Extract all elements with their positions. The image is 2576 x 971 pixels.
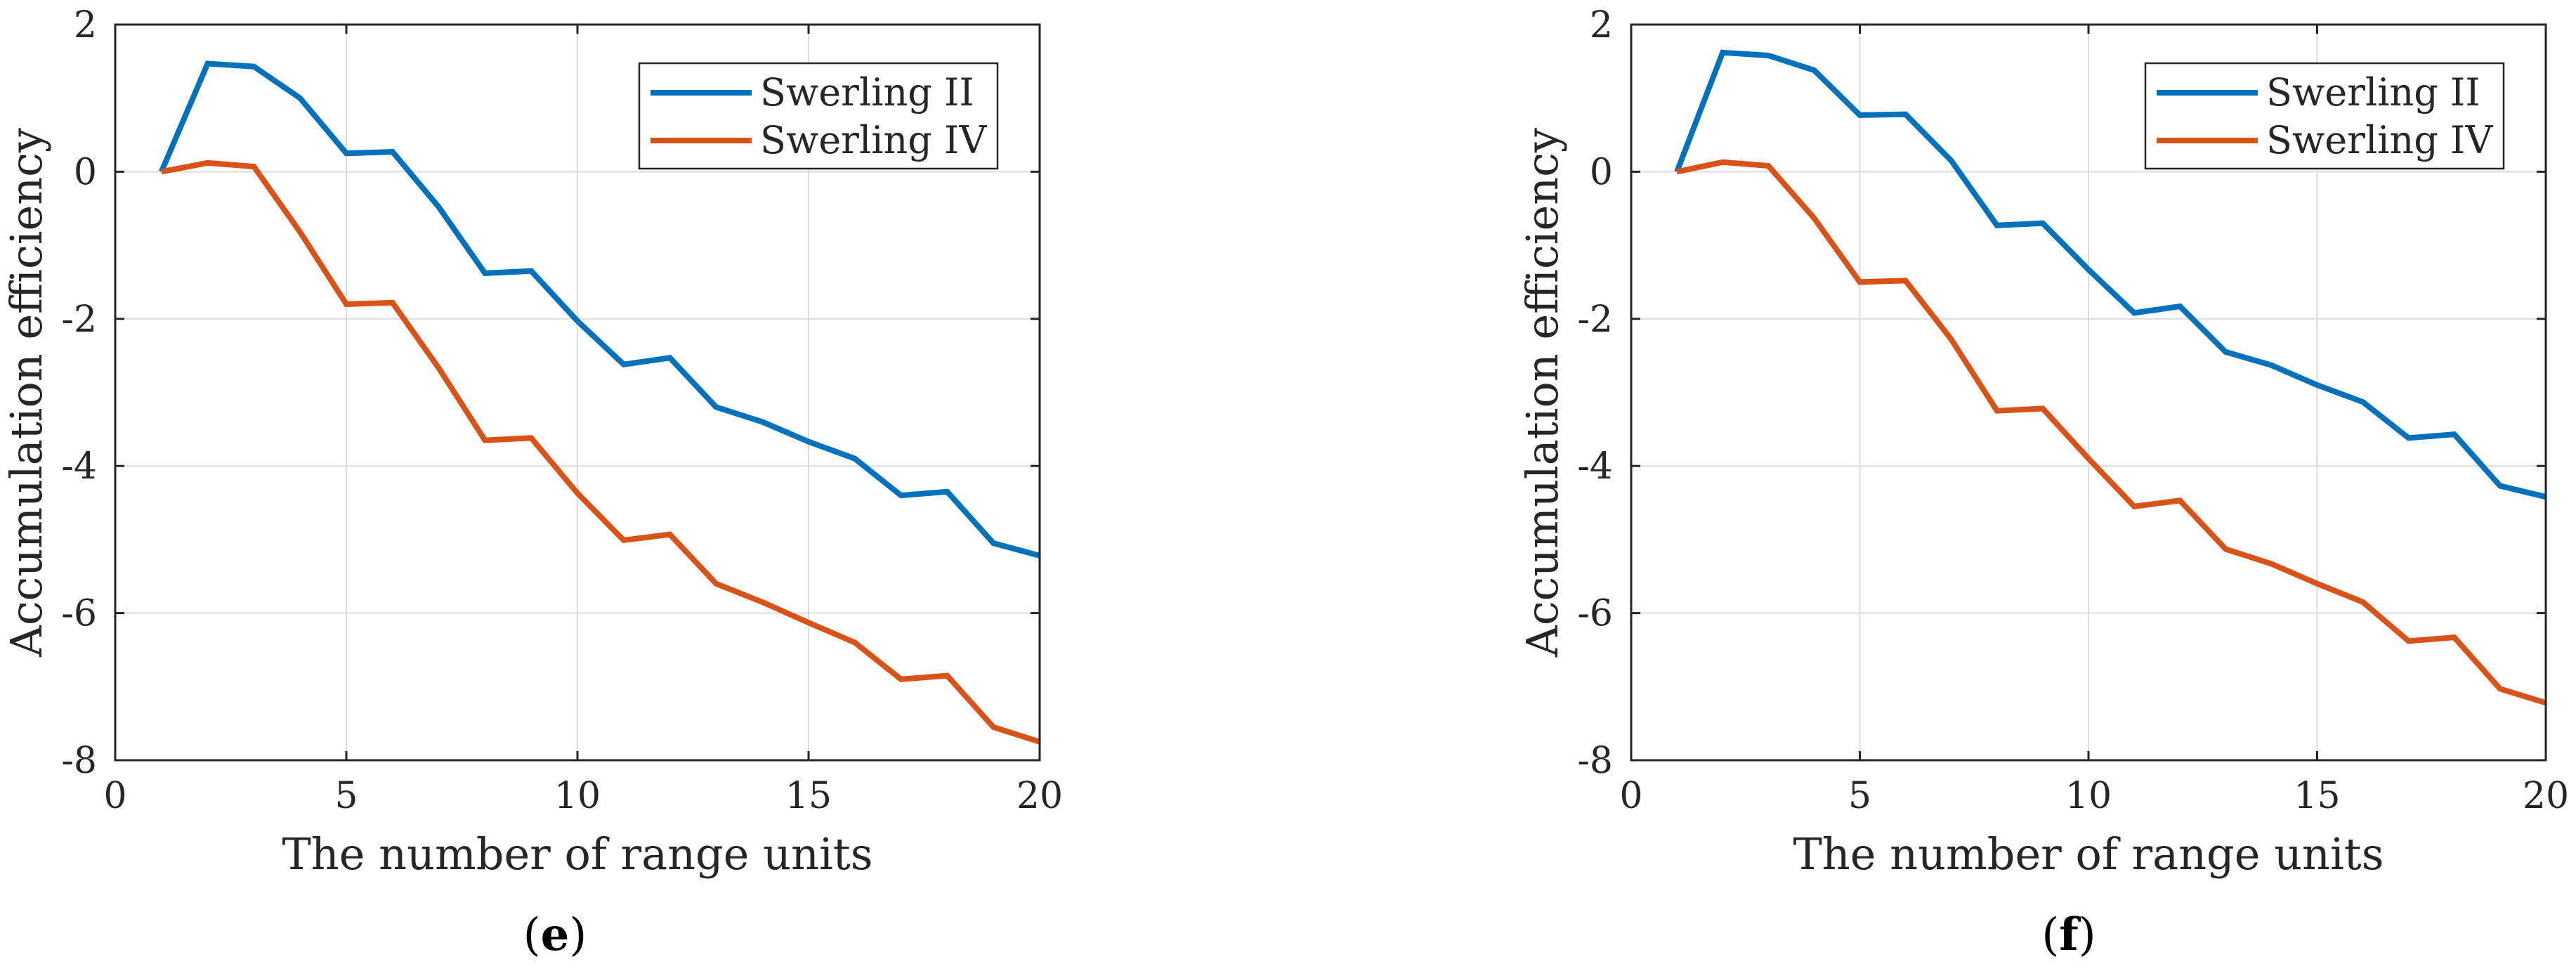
series-line-swerling-ii (1674, 49, 2546, 500)
series-line-swerling-ii (159, 60, 1041, 559)
y-tick-label: -8 (1577, 740, 1613, 782)
y-tick-label: -2 (1577, 299, 1613, 341)
y-axis-label: Accumulation efficiency (1517, 128, 1568, 658)
panel-caption: (e) (523, 908, 587, 961)
panel-caption: (f) (2041, 908, 2096, 961)
y-tick-label: 0 (1590, 151, 1613, 193)
y-tick-label: 0 (74, 151, 97, 193)
y-tick-label: -4 (61, 445, 97, 488)
legend-box (2144, 62, 2505, 170)
y-tick-label: 2 (1590, 4, 1613, 46)
y-tick-label: -4 (1577, 445, 1613, 488)
y-tick-label: -2 (61, 299, 97, 341)
x-tick-label: 0 (103, 775, 126, 817)
legend-label: Swerling IV (760, 118, 987, 162)
series-line-swerling-iv (1676, 159, 2547, 706)
legend-label: Swerling IV (2266, 118, 2493, 162)
x-tick-label: 20 (2523, 775, 2569, 817)
y-tick-label: -6 (1577, 593, 1613, 635)
y-tick-label: 2 (74, 4, 97, 46)
x-tick-label: 5 (1848, 775, 1871, 817)
x-axis-label: The number of range units (1793, 828, 2384, 880)
series-line-swerling-iv (161, 159, 1041, 745)
x-tick-label: 10 (554, 775, 601, 817)
x-tick-label: 15 (785, 775, 832, 817)
x-tick-label: 5 (334, 775, 358, 817)
y-tick-label: -6 (61, 593, 97, 635)
x-tick-label: 15 (2294, 775, 2340, 817)
legend-label: Swerling II (760, 70, 974, 115)
panel-letter: e (541, 908, 570, 961)
chart-panel-e: 0 5 10 15 20 -8 -6 -4 -2 0 2 The number of range un… (1, 4, 1063, 961)
legend-box (638, 62, 999, 170)
legend-label: Swerling II (2266, 70, 2480, 115)
x-axis-label: The number of range units (282, 828, 872, 880)
chart-panel-f: 0 5 10 15 20 -8 -6 -4 -2 0 2 The number of range un… (1517, 4, 2569, 961)
y-tick-label: -8 (61, 740, 97, 782)
x-tick-label: 10 (2065, 775, 2112, 817)
y-axis-label: Accumulation efficiency (1, 128, 52, 658)
panel-letter: f (2059, 908, 2081, 961)
x-tick-label: 0 (1619, 775, 1642, 817)
x-tick-label: 20 (1016, 775, 1063, 817)
